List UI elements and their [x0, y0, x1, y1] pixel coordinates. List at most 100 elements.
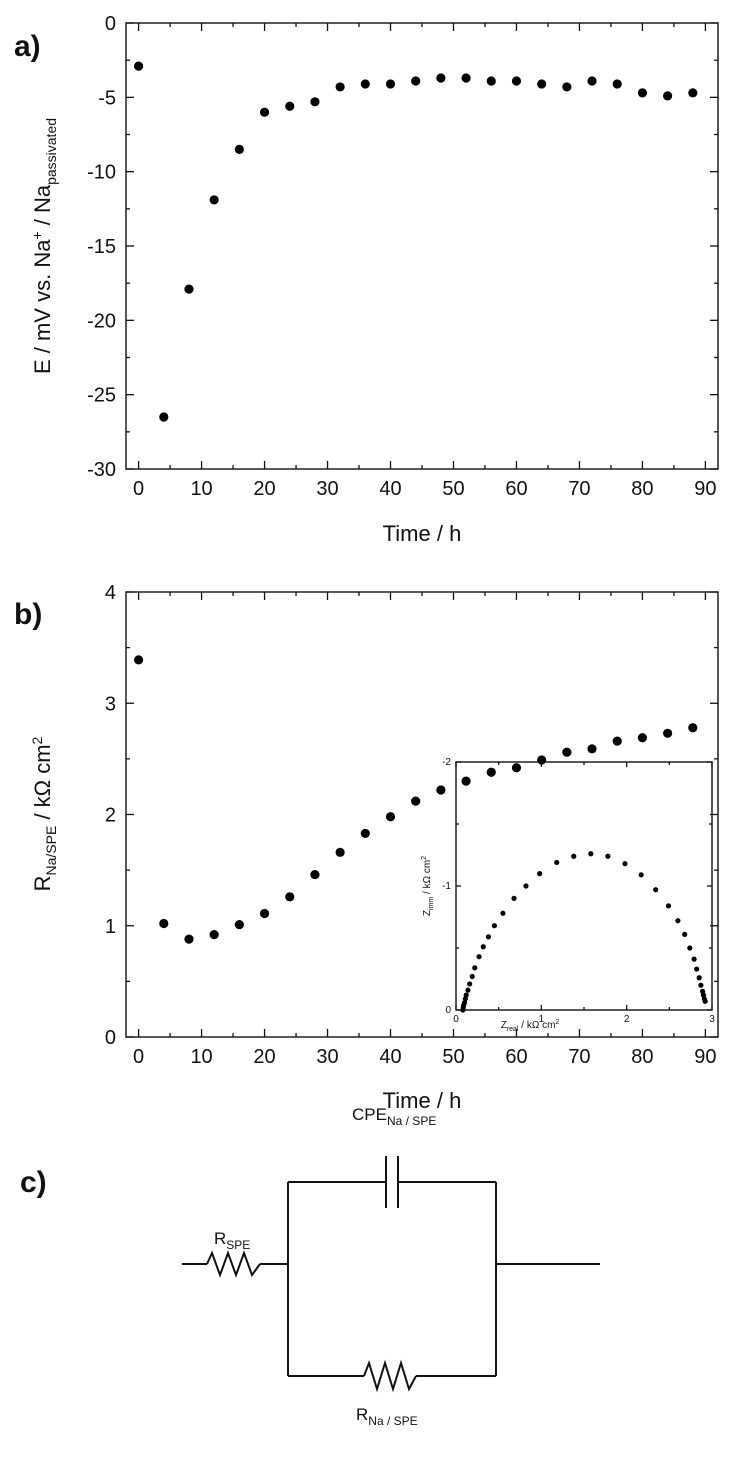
chart-b-x-tick-label: 60	[505, 1046, 527, 1068]
chart-b-inset-data-point	[571, 853, 577, 859]
chart-b-data-point	[133, 655, 144, 665]
chart-b-inset-data-point	[665, 903, 672, 909]
chart-a-data-point	[259, 107, 270, 117]
chart-a-data-point	[436, 73, 446, 83]
chart-b-y-tick-label: 3	[105, 693, 116, 715]
chart-b-inset-data-point	[588, 851, 594, 857]
chart-b-inset-data-point	[472, 965, 478, 971]
chart-a-x-tick-label: 80	[631, 478, 653, 500]
chart-a-data-point	[612, 79, 622, 89]
chart-a-data-point	[385, 79, 396, 89]
chart-b-points	[133, 655, 698, 944]
panel-c-label: c)	[20, 1166, 47, 1199]
chart-b-inset-y-tick-label: -1	[442, 881, 451, 892]
chart-b-inset-data-point	[554, 859, 560, 866]
chart-a-data-point	[688, 88, 698, 98]
panel-a-label: a)	[14, 30, 41, 63]
chart-b-data-point	[159, 918, 169, 929]
chart-a-frame	[125, 22, 719, 470]
chart-a-data-point	[335, 82, 345, 92]
chart-a-y-tick-label: -25	[87, 385, 116, 407]
chart-b-inset-y-tick-label: -2	[442, 757, 451, 768]
chart-b-data-point	[335, 847, 345, 857]
chart-b-inset-data-point	[605, 853, 611, 859]
chart-b-inset-data-point	[675, 918, 681, 924]
chart-a-data-point	[461, 73, 471, 83]
chart-a-y-tick-label: -30	[87, 459, 116, 481]
chart-b-y-axis-title: RNa/SPE / kΩ cm2	[29, 736, 59, 891]
r-spe-resistor	[206, 1250, 261, 1278]
chart-a-y-axis-title: E / mV vs. Na+ / Napassivated	[29, 118, 59, 374]
chart-b-data-point	[562, 747, 572, 757]
chart-b-x-tick-label: 50	[442, 1046, 464, 1068]
chart-a-data-point	[133, 61, 144, 71]
chart-a-y-tick-label: -20	[87, 310, 116, 332]
chart-b-y-tick-label: 0	[105, 1027, 116, 1049]
chart-a-x-tick-label: 60	[505, 478, 527, 500]
chart-b-data-point	[310, 869, 320, 880]
chart-a-x-tick-label: 30	[316, 478, 338, 500]
r-spe-label: RSPE	[214, 1229, 250, 1252]
chart-b-inset-y-tick-label: 0	[445, 1005, 451, 1016]
chart-b-y-tick-label: 2	[105, 805, 116, 827]
chart-b-x-tick-label: 10	[190, 1046, 212, 1068]
chart-a-x-tick-label: 70	[568, 478, 590, 500]
chart-b-data-point	[209, 930, 219, 940]
chart-b-inset-data-point	[511, 895, 517, 902]
chart-a-y-tick-label: -15	[87, 236, 116, 258]
chart-b-inset-data-point	[500, 910, 506, 916]
equivalent-circuit: RSPE CPENa / SPE RNa / SPE	[182, 1105, 600, 1428]
chart-a-data-point	[663, 91, 673, 101]
chart-a-data-point	[486, 76, 496, 86]
inset-ticks: 0 1 2 3 0 -1 -2	[442, 757, 715, 1025]
chart-b-data-point	[612, 736, 622, 746]
chart-b-x-tick-label: 80	[631, 1046, 653, 1068]
chart-b-inset-data-point	[638, 872, 644, 878]
chart-b-inset-x-tick-label: 2	[624, 1014, 630, 1025]
chart-b-x-tick-label: 0	[133, 1046, 144, 1068]
chart-b-x-tick-label: 40	[379, 1046, 401, 1068]
chart-a-x-tick-label: 50	[442, 478, 464, 500]
chart-b-y-tick-label: 4	[105, 582, 116, 604]
inset-y-axis-title: Zimm / kΩ cm2	[421, 856, 435, 916]
chart-b-data-point	[461, 776, 471, 786]
chart-a-data-point	[285, 101, 295, 111]
chart-b-inset-data-point	[523, 883, 529, 889]
chart-b-inset-data-point	[696, 975, 702, 981]
chart-b-data-point	[385, 812, 396, 822]
chart-a-ticks: 0 10 20 30 40 50 60 70 80 90 -30 -25 -20 -15 -10 -5 0	[87, 13, 718, 500]
chart-b-data-point	[587, 744, 597, 754]
chart-b-inset-x-tick-label: 3	[709, 1014, 715, 1025]
chart-b-inset-data-point	[465, 987, 471, 993]
chart-b-inset-data-point	[537, 871, 543, 877]
chart-a-data-point	[637, 88, 648, 98]
inset-points	[460, 851, 708, 1013]
chart-b-frame	[125, 591, 719, 1038]
chart-a-x-tick-label: 40	[379, 478, 401, 500]
chart-b-inset-data-point	[463, 992, 469, 998]
chart-b-inset-data-point	[467, 981, 473, 987]
chart-b-inset-data-point	[622, 861, 628, 867]
chart-a-data-point	[209, 195, 219, 205]
chart-b-y-tick-label: 1	[105, 916, 116, 938]
chart-b-data-point	[411, 796, 421, 806]
chart-b-data-point	[688, 723, 698, 733]
r-na-spe-label: RNa / SPE	[356, 1405, 418, 1428]
chart-b-inset-data-point	[682, 931, 688, 937]
cpe-label: CPENa / SPE	[352, 1105, 436, 1128]
chart-b-x-axis-title: Time / h	[383, 1088, 462, 1113]
chart-a-points	[133, 61, 698, 422]
chart-b-inset-data-point	[485, 934, 492, 940]
chart-b-data-point	[360, 828, 370, 839]
inset-x-axis-title: Zreal / kΩ cm2	[501, 1019, 560, 1033]
chart-b-data-point	[486, 767, 496, 777]
r-na-spe-resistor	[363, 1359, 417, 1393]
chart-b-x-tick-label: 20	[253, 1046, 275, 1068]
chart-b-data-point	[184, 934, 194, 944]
chart-a-data-point	[310, 97, 320, 107]
chart-b-data-point	[259, 908, 270, 919]
chart-a-data-point	[587, 76, 597, 86]
chart-b-inset-data-point	[694, 966, 700, 972]
